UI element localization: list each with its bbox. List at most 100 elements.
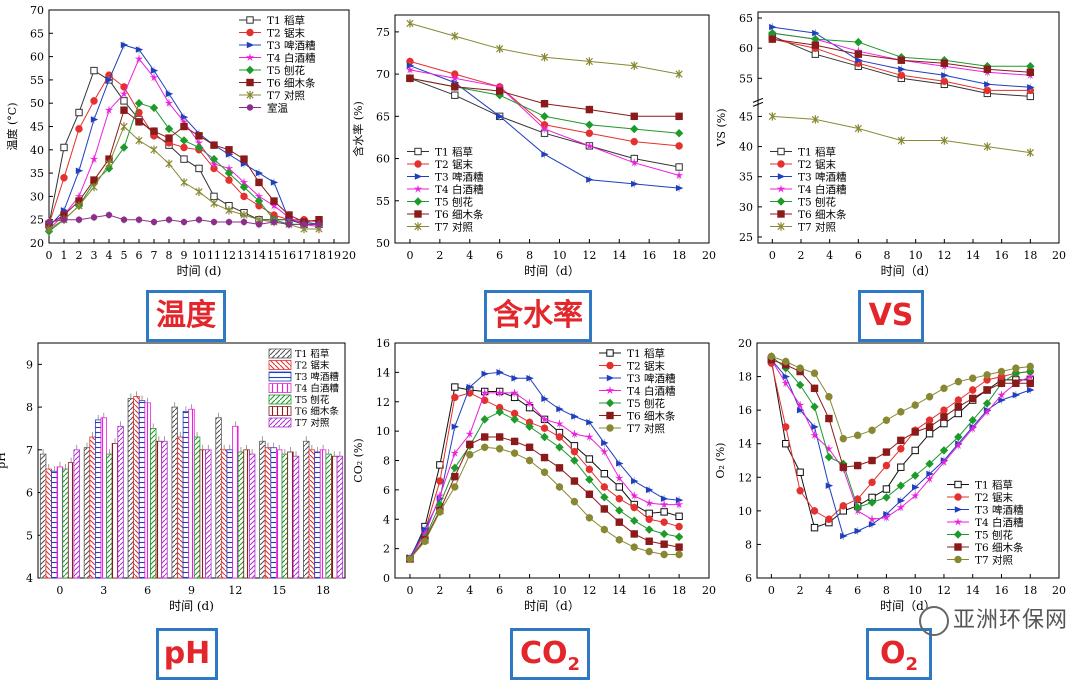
legend-label: T6 细木条 — [627, 410, 676, 423]
x-tick-label: 14 — [966, 249, 980, 262]
data-point — [585, 455, 594, 463]
x-tick-label: 14 — [252, 249, 266, 262]
data-point — [954, 441, 963, 449]
data-point — [897, 136, 905, 145]
data-point — [600, 505, 609, 513]
y-tick-label: 16 — [738, 404, 752, 417]
data-point — [570, 477, 579, 485]
bar — [303, 440, 310, 579]
bar — [67, 462, 75, 579]
bar — [292, 455, 300, 579]
y-tick-label: 12 — [738, 471, 752, 484]
data-point — [164, 124, 174, 134]
data-point — [570, 429, 579, 438]
data-point — [897, 445, 905, 453]
y-tick-label: 18 — [738, 371, 752, 384]
data-point — [180, 122, 188, 131]
x-tick-label: 3 — [91, 249, 98, 262]
data-point — [465, 429, 474, 438]
x-tick-label: 19 — [327, 249, 341, 262]
data-point — [882, 416, 891, 424]
data-point — [984, 81, 992, 88]
data-point — [586, 176, 594, 183]
data-point — [983, 371, 991, 379]
y-tick-label: 55 — [376, 195, 390, 208]
data-point — [675, 142, 683, 150]
data-point — [300, 221, 308, 228]
bar — [199, 449, 206, 579]
bar — [144, 402, 151, 579]
x-tick-label: 2 — [798, 249, 805, 262]
y-tick-label: 8 — [26, 401, 33, 414]
data-point — [541, 395, 549, 403]
data-point — [926, 470, 934, 478]
data-point — [180, 178, 188, 187]
series-line — [409, 77, 680, 117]
data-point — [600, 470, 609, 478]
data-point — [421, 526, 430, 533]
bar — [270, 447, 277, 579]
data-point — [997, 379, 1006, 387]
data-point — [45, 218, 53, 226]
y-tick-label: 35 — [30, 167, 44, 180]
y-tick-label: 75 — [376, 26, 390, 39]
data-point — [540, 415, 549, 423]
data-point — [180, 155, 188, 163]
legend-label: T3 啤酒糟 — [435, 171, 484, 184]
data-point — [867, 498, 877, 507]
y-tick-label: 25 — [739, 231, 753, 244]
data-point — [781, 378, 790, 387]
legend-swatch — [268, 394, 292, 405]
x-tick-label: 17 — [297, 249, 311, 262]
data-point — [466, 383, 474, 391]
data-point — [854, 124, 862, 133]
x-tick-label: 16 — [995, 249, 1009, 262]
bar — [276, 449, 283, 579]
data-point — [406, 555, 414, 563]
x-tick-label: 12 — [222, 249, 236, 262]
data-point — [60, 216, 68, 223]
data-point — [586, 419, 594, 426]
data-point — [911, 484, 920, 491]
y-tick-label: 6 — [26, 487, 33, 500]
data-point — [782, 357, 790, 366]
data-point — [868, 521, 877, 528]
y-tick-label: 10 — [738, 505, 752, 518]
panel-vs: 25 30 35 40 45 55 60 65 VS (%) 时间（d） 0 2 4 6 8 10 12 14 16… — [715, 11, 1066, 278]
data-point — [540, 424, 549, 432]
series-line — [409, 446, 680, 560]
series-室温 — [45, 211, 323, 229]
data-point — [135, 136, 143, 145]
data-point — [571, 413, 579, 420]
data-point — [910, 471, 920, 480]
x-tick-label: 0 — [56, 584, 63, 597]
y-tick-label: 4 — [26, 572, 33, 585]
data-point — [119, 89, 129, 98]
bar — [62, 468, 69, 579]
legend-marker — [954, 555, 962, 564]
data-point — [968, 424, 977, 433]
data-point — [882, 513, 891, 522]
data-point — [150, 218, 158, 226]
x-tick-label: 1 — [61, 249, 68, 262]
bar — [193, 436, 201, 579]
data-point — [1026, 68, 1035, 76]
data-point — [555, 419, 564, 428]
data-point — [495, 407, 504, 417]
data-point — [882, 493, 891, 502]
y-axis-label: pH — [0, 452, 8, 469]
legend-label: T2 锯末 — [627, 360, 666, 373]
bar — [215, 417, 222, 579]
legend-marker — [776, 184, 786, 193]
data-point — [120, 216, 128, 223]
legend-label: T2 锯末 — [435, 158, 474, 171]
data-point — [164, 98, 174, 107]
data-point — [782, 373, 790, 380]
data-point — [406, 62, 415, 69]
data-point — [954, 403, 963, 411]
legend-marker — [246, 16, 254, 24]
data-point — [897, 408, 905, 416]
bar — [336, 455, 344, 579]
data-point — [406, 74, 414, 83]
